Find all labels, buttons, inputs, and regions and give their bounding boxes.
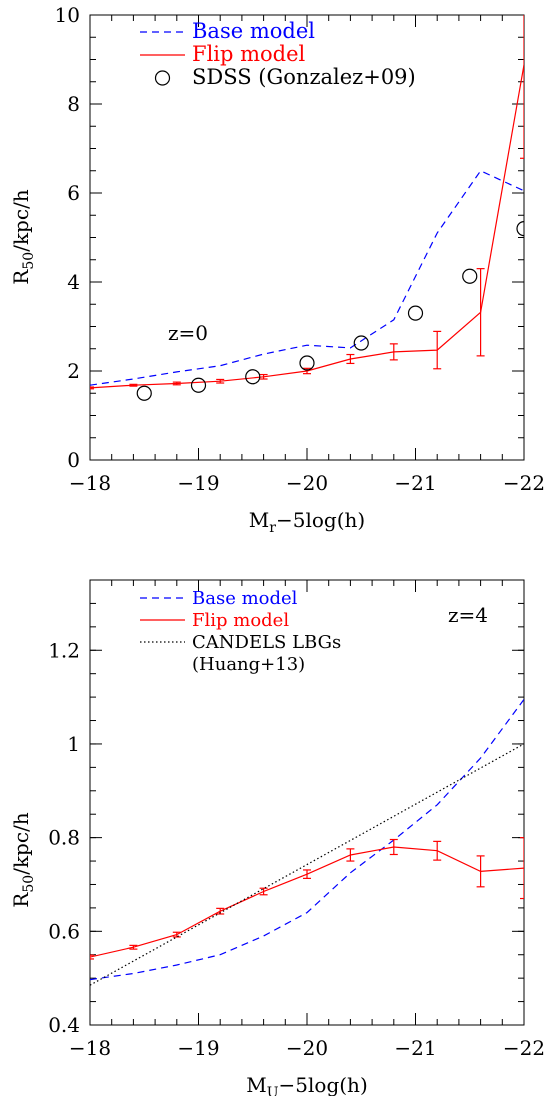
series-sdss-gonzalez-09-point: [299, 355, 315, 371]
x-tick-label: −19: [177, 1036, 219, 1060]
series-flip-model-errorbar: [433, 330, 442, 370]
y-tick-label: 0.6: [48, 919, 80, 943]
series-sdss-gonzalez-09-point: [245, 369, 261, 385]
legend-sdss-gonzalez-09-marker: [154, 70, 171, 86]
series-flip-model-errorbar: [433, 840, 442, 861]
y-tick-label: 1: [67, 732, 80, 756]
y-tick-label: 0.8: [48, 826, 80, 850]
y-tick-label: 1.2: [48, 638, 80, 662]
y-axis-label-sub: 50: [21, 875, 37, 893]
legend-base-model-label: Base model: [192, 19, 315, 43]
redshift-annotation: z=0: [168, 321, 208, 345]
series-base-model-line: [90, 170, 524, 386]
legend-candels-lbgs-label-line2: (Huang+13): [192, 654, 305, 675]
y-tick-label: 0: [67, 448, 80, 472]
x-tick-label: −22: [503, 471, 544, 495]
series-flip-model-errorbar: [216, 378, 225, 384]
x-tick-label: −21: [394, 1036, 436, 1060]
y-tick-label: 2: [67, 359, 80, 383]
series-flip-model-errorbar: [90, 386, 94, 390]
x-axis-label: Mr−5log(h): [249, 508, 365, 536]
series-flip-model-errorbar: [172, 381, 181, 386]
series-flip-model-line: [90, 64, 524, 389]
series-sdss-gonzalez-09-point: [516, 221, 524, 237]
series-base-model-line: [90, 699, 524, 981]
y-tick-label: 0.4: [48, 1013, 80, 1037]
series-sdss-gonzalez-09-point: [136, 385, 152, 401]
x-axis-label-rest: −5log(h): [276, 508, 365, 532]
x-tick-label: −21: [394, 471, 436, 495]
legend-flip-model-label: Flip model: [192, 42, 306, 66]
series-flip-model-errorbar: [389, 343, 398, 361]
legend-sdss-gonzalez-09-label: SDSS (Gonzalez+09): [192, 65, 416, 89]
panel-2: −18 −19 −20 −21 −22 0.4 0.6 0.8 1 1.2 MU−5log(h) R5…: [9, 579, 544, 1096]
series-sdss-gonzalez-09-point: [407, 305, 424, 321]
series-flip-model-errorbar: [90, 954, 94, 960]
y-axis-label-sub: 50: [21, 252, 37, 270]
y-axis-label: R50/kpc/h: [9, 189, 37, 284]
legend-candels-lbgs-label: CANDELS LBGs: [192, 632, 341, 653]
x-axis-label: MU−5log(h): [246, 1073, 368, 1096]
series-flip-model-errorbar: [259, 887, 268, 896]
x-axis-label-sub: r: [269, 520, 276, 536]
series-sdss-gonzalez-09-point: [462, 268, 478, 284]
x-tick-label: −20: [286, 471, 328, 495]
series-flip-model-errorbar: [303, 869, 311, 879]
x-tick-label: −20: [286, 1036, 328, 1060]
y-axis-label-rest: /kpc/h: [9, 812, 33, 875]
x-axis-label-main: M: [249, 508, 269, 532]
y-tick-label: 10: [55, 3, 80, 27]
x-tick-label: −18: [69, 471, 111, 495]
y-axis-label: R50/kpc/h: [9, 812, 37, 907]
x-axis-label-sub: U: [267, 1085, 279, 1096]
series-flip-model-errorbar: [129, 944, 138, 950]
plot-area: [90, 699, 524, 986]
series-flip-model-errorbar: [389, 838, 398, 856]
series-flip-model-errorbar: [346, 848, 355, 862]
series-flip-model-errorbar: [520, 837, 524, 900]
series-flip-model-errorbar: [129, 383, 138, 387]
redshift-annotation: z=4: [448, 603, 488, 627]
series-flip-model-errorbar: [259, 373, 268, 380]
x-tick-label: −18: [69, 1036, 111, 1060]
y-axis-label-main: R: [9, 269, 33, 285]
y-tick-label: 6: [67, 181, 80, 205]
series-flip-model-errorbar: [303, 367, 311, 375]
legend-flip-model-label: Flip model: [192, 610, 289, 631]
series-flip-model-errorbar: [172, 931, 181, 938]
series-flip-model-errorbar: [476, 268, 485, 357]
x-tick-label: −19: [177, 471, 219, 495]
series-flip-model-errorbar: [520, 15, 524, 159]
y-axis-label-rest: /kpc/h: [9, 189, 33, 252]
series-flip-model-errorbar: [346, 353, 355, 365]
y-tick-label: 8: [67, 92, 80, 116]
y-tick-label: 4: [67, 270, 80, 294]
y-axis-label-main: R: [9, 892, 33, 908]
series-candels-lbgs-line: [90, 743, 524, 986]
legend-base-model-label: Base model: [192, 588, 298, 609]
series-flip-model-errorbar: [476, 855, 485, 888]
series-sdss-gonzalez-09-point: [353, 335, 369, 351]
panel-1: −18 −19 −20 −21 −22 0 2 4 6 8 10 Mr−5log(h) R50/kpc/…: [9, 3, 544, 536]
x-tick-label: −22: [503, 1036, 544, 1060]
x-axis-label-rest: −5log(h): [279, 1073, 368, 1096]
x-axis-label-main: M: [246, 1073, 266, 1096]
plot-area: [90, 15, 524, 401]
series-sdss-gonzalez-09-point: [190, 377, 207, 393]
series-flip-model-line: [90, 846, 524, 958]
